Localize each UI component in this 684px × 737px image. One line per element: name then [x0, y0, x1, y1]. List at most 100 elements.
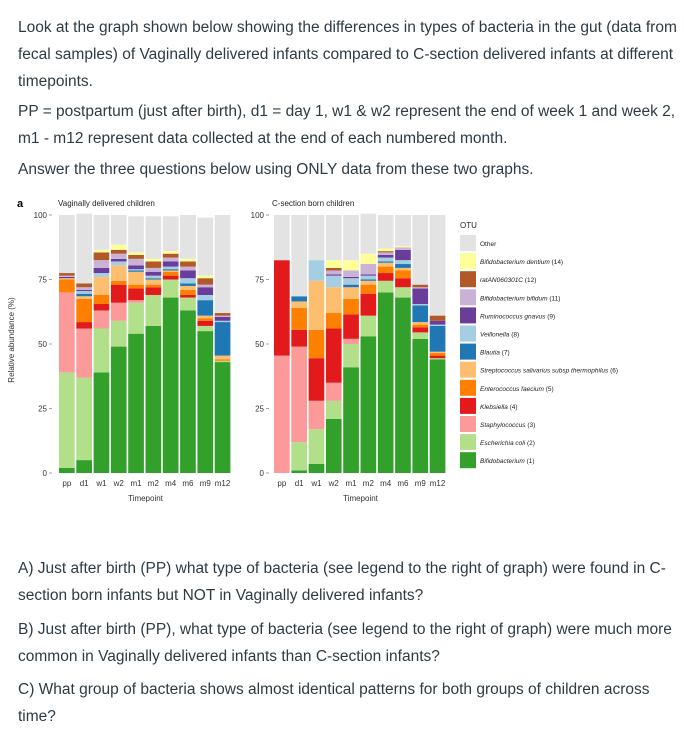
bar-segment-strep-m12 [214, 355, 231, 360]
legend-swatch-rgna [460, 307, 476, 324]
bar-segment-blau-d1 [291, 296, 307, 302]
bar-segment-ecoli-d1 [291, 442, 307, 471]
panel-label: a [17, 198, 24, 210]
bar-segment-rat-m1 [128, 254, 144, 259]
bar-segment-rat-m9 [412, 284, 429, 288]
x-tick-label: d1 [295, 479, 304, 488]
vaginal-panel: Vaginally delivered children 0 25 50 75 100 pp… [34, 199, 231, 503]
bar-segment-ecoli-m9 [197, 325, 214, 332]
bar-segment-bifi-m9 [412, 338, 429, 473]
bar-segment-bifi-m2 [145, 325, 162, 473]
bar-segment-rat-m12 [214, 313, 231, 316]
bar-segment-rgna-m12 [429, 320, 446, 325]
bar-segment-bbif-m4 [162, 257, 179, 262]
bar-segment-blau-m1 [343, 284, 359, 288]
bar-segment-veil-m9 [197, 294, 214, 301]
legend-label-veil: Veillonella (8) [480, 332, 519, 339]
legend-label-bden: Bifidobacterium dentium (14) [480, 259, 563, 266]
bar-segment-rgna-w1 [93, 267, 110, 274]
bar-segment-bifi-m1 [343, 367, 359, 473]
y-tick-label: 0 [260, 469, 265, 478]
bar-segment-ecoli-m12 [214, 360, 231, 363]
bar-segment-veil-w1 [93, 273, 110, 277]
bar-segment-kleb-w1 [93, 304, 110, 311]
bar-segment-bifi-m12 [214, 362, 231, 473]
bar-segment-bbif-pp [59, 275, 75, 277]
y-tick-label: 0 [43, 469, 48, 478]
bar-segment-bifi-w1 [93, 372, 110, 473]
bar-segment-strep-m4 [162, 270, 179, 272]
x-tick-label: m12 [215, 479, 231, 488]
bar-segment-kleb-pp [274, 260, 290, 356]
bar-segment-ecoli-m2 [145, 294, 162, 326]
bar-segment-ente-m12 [429, 353, 446, 356]
bar-segment-kleb-w1 [308, 358, 325, 401]
bar-segment-staph-w2 [110, 302, 127, 321]
bar-segment-strep-m2 [145, 279, 162, 285]
bar-segment-staph-m1 [128, 300, 144, 303]
bar-segment-strep-m1 [343, 287, 359, 299]
bar-segment-other-w1 [93, 215, 110, 250]
bar-segment-bifi-w2 [325, 418, 342, 473]
bar-segment-kleb-m1 [343, 314, 359, 339]
bar-segment-blau-m6 [395, 264, 411, 268]
bar-segment-bifi-w1 [308, 463, 325, 473]
bar-segment-bbif-w2 [110, 253, 127, 259]
bar-segment-other-m2 [145, 216, 162, 259]
x-tick-label: m6 [397, 479, 409, 488]
bar-segment-ecoli-w1 [93, 328, 110, 373]
bar-segment-ente-d1 [291, 307, 307, 330]
bar-segment-rat-d1 [76, 283, 92, 288]
bar-segment-veil-m6 [180, 278, 196, 284]
bar-segment-bbif-w2 [325, 270, 342, 275]
bar-segment-rgna-m2 [145, 271, 162, 276]
bar-segment-staph-pp [274, 355, 290, 473]
question-c: C) What group of bacteria shows almost i… [18, 681, 650, 725]
bar-segment-blau-m12 [214, 322, 231, 356]
bar-segment-ente-m12 [214, 359, 231, 361]
bar-segment-ente-w1 [93, 294, 110, 305]
bar-segment-bbif-m2 [145, 267, 162, 272]
bar-segment-ente-pp [59, 279, 75, 293]
bar-segment-ente-w2 [325, 313, 342, 329]
bar-segment-ecoli-m9 [412, 332, 429, 339]
bar-segment-staph-pp [59, 292, 75, 373]
bar-segment-kleb-m1 [128, 288, 144, 301]
bar-segment-other-w2 [325, 215, 342, 261]
bar-segment-other-m9 [197, 217, 214, 276]
bar-segment-kleb-w2 [110, 284, 127, 303]
bar-segment-rgna-d1 [76, 289, 92, 292]
bar-segment-bden-m6 [395, 245, 411, 248]
bar-segment-blau-m12 [429, 325, 446, 352]
bar-segment-bbif-m4 [377, 252, 394, 255]
bar-segment-bbif-m9 [197, 284, 214, 288]
bar-segment-kleb-m12 [429, 355, 446, 359]
y-tick-label: 75 [255, 276, 264, 285]
bar-segment-other-w1 [308, 215, 325, 261]
figure: a Relative abundance (%) Vaginally deliv… [0, 190, 684, 520]
intro-paragraph: Look at the graph shown below showing th… [18, 19, 677, 90]
legend-label-other: Other [480, 241, 497, 248]
bar-segment-bifi-m2 [360, 336, 377, 473]
x-axis-label: Timepoint [128, 494, 164, 503]
bar-segment-rat-m9 [197, 278, 214, 285]
x-tick-label: m9 [200, 479, 212, 488]
bar-segment-other-d1 [291, 215, 307, 297]
bar-segment-strep-m1 [128, 271, 144, 285]
legend-label-rat: ratAN060301C (12) [480, 277, 536, 284]
legend-label-strep: Streptococcus salivarius subsp thermophi… [480, 368, 618, 375]
question-b: B) Just after birth (PP), what type of b… [18, 621, 672, 665]
bar-segment-ente-m6 [180, 289, 196, 295]
bar-segment-veil-m12 [214, 320, 231, 323]
bar-segment-rgna-m6 [395, 249, 411, 261]
bar-segment-blau-m2 [145, 278, 162, 280]
bar-segment-ecoli-m1 [128, 302, 144, 334]
legend-swatch-kleb [460, 397, 476, 414]
bar-segment-ente-m6 [395, 270, 411, 279]
bar-segment-rgna-m4 [162, 261, 179, 267]
x-tick-label: m1 [345, 479, 357, 488]
bar-segment-kleb-m9 [197, 320, 214, 326]
bar-segment-veil-w2 [110, 261, 127, 266]
bar-segment-veil-w1 [308, 260, 325, 281]
bar-segment-blau-m9 [197, 300, 214, 316]
